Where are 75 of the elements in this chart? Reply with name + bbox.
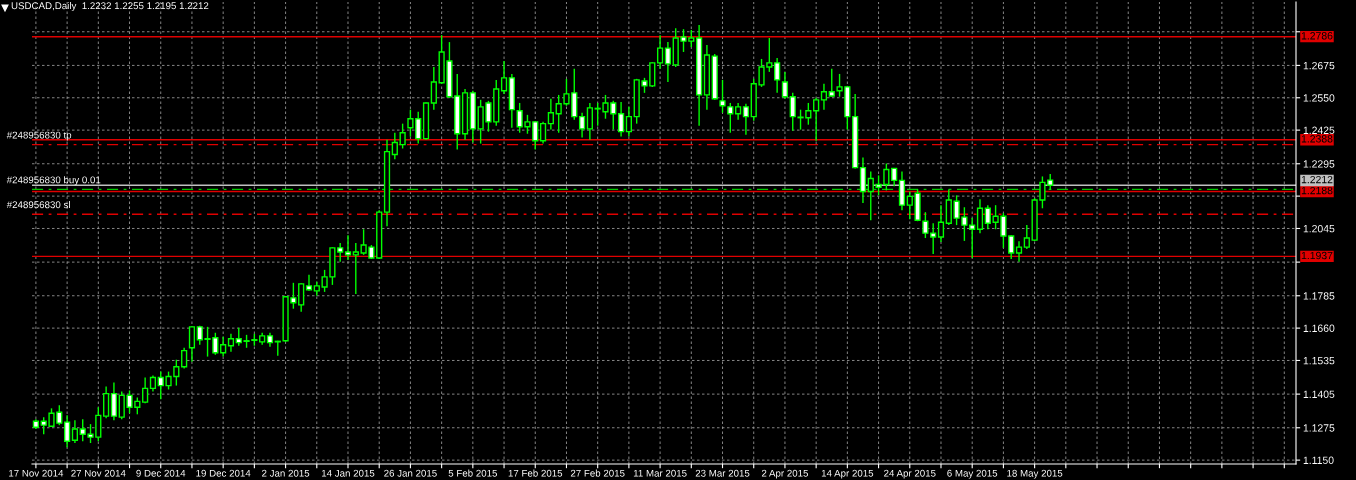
x-tick-label: 11 Mar 2015 [633, 469, 687, 477]
candlestick [500, 60, 508, 95]
x-tick-label: 27 Feb 2015 [570, 469, 625, 477]
y-tick-label: 1.2045 [1303, 224, 1335, 233]
candlestick [656, 34, 664, 70]
candlestick [617, 101, 625, 138]
ref-line-label: 1.2188 [1301, 186, 1333, 195]
y-tick-label: 1.1150 [1303, 456, 1334, 464]
candlestick [399, 122, 406, 150]
candlestick [976, 198, 984, 234]
candlestick [774, 57, 781, 94]
candlestick [813, 97, 820, 142]
candlestick [781, 71, 789, 100]
x-tick-label: 23 Mar 2015 [695, 469, 750, 477]
x-tick-label: 2 Jan 2015 [262, 469, 310, 477]
ref-line-label: 1.1937 [1301, 251, 1333, 260]
x-tick-label: 6 May 2015 [947, 469, 998, 479]
x-tick-label: 9 Dec 2014 [136, 469, 186, 477]
x-tick-label: 5 Feb 2015 [448, 469, 498, 477]
candlestick [727, 102, 734, 134]
candlestick [539, 121, 547, 145]
candlestick [1023, 224, 1030, 250]
y-tick-label: 1.2425 [1303, 126, 1335, 134]
candlestick [344, 234, 352, 261]
candlestick [859, 156, 867, 204]
candlestick [547, 98, 554, 131]
candlestick [71, 419, 79, 444]
y-tick-label: 1.2675 [1303, 61, 1335, 70]
candlestick [719, 79, 726, 114]
candlestick [188, 325, 196, 363]
ref-line-label: #248956830 sl [6, 201, 70, 209]
candlestick [586, 102, 593, 141]
y-tick-label: 1.1535 [1303, 356, 1335, 365]
ref-line-label: #248956830 buy 0.01 [6, 176, 101, 186]
y-tick-label: 1.1275 [1303, 424, 1335, 432]
candlestick [820, 83, 828, 111]
ref-line-label: 1.2388 [1301, 135, 1333, 143]
candlestick [922, 211, 929, 239]
candlestick [142, 376, 149, 404]
chart-title: USDCAD,Daily 1.2232 1.2255 1.2195 1.2212 [11, 2, 209, 12]
candlestick [664, 41, 672, 83]
candlestick [430, 66, 437, 111]
candlestick [63, 414, 71, 448]
x-tick-label: 27 Nov 2014 [71, 469, 126, 477]
candlestick [103, 385, 110, 419]
x-tick-label: 26 Jan 2015 [384, 469, 437, 477]
x-tick-label: 19 Dec 2014 [196, 469, 251, 477]
y-tick-label: 1.2295 [1303, 160, 1335, 168]
candlestick [937, 204, 945, 243]
y-tick-label: 1.1405 [1303, 390, 1335, 398]
x-tick-label: 17 Nov 2014 [9, 469, 64, 477]
ref-line-label: 1.2786 [1301, 32, 1333, 40]
candlestick [578, 112, 586, 139]
candlestick [110, 381, 118, 421]
x-tick-label: 17 Feb 2015 [508, 469, 563, 477]
candlestick [1015, 240, 1023, 263]
candlestick [930, 222, 937, 255]
x-tick-label: 2 Apr 2015 [761, 469, 809, 479]
y-tick-label: 1.2550 [1303, 94, 1335, 102]
x-tick-label: 14 Jan 2015 [321, 469, 375, 477]
candlestick [391, 132, 398, 161]
candlestick [181, 347, 188, 370]
x-tick-label: 24 Apr 2015 [884, 469, 936, 479]
candlestick [828, 68, 835, 98]
y-tick-label: 1.1660 [1303, 324, 1335, 332]
x-tick-label: 14 Apr 2015 [821, 469, 874, 479]
candlestick [625, 106, 633, 138]
ref-line-label: #248956830 tp [6, 131, 72, 141]
candlestick [298, 282, 305, 313]
candlestick [742, 103, 750, 136]
candlestick [220, 335, 227, 358]
x-tick-label: 18 May 2015 [1007, 469, 1063, 479]
candlestick [305, 274, 313, 292]
ref-line-label: 1.2212 [1301, 175, 1333, 184]
y-tick-label: 1.1785 [1303, 292, 1335, 300]
